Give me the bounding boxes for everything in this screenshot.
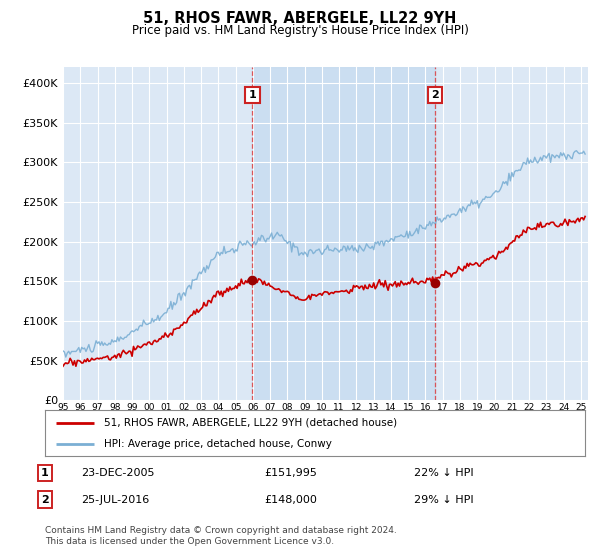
Text: 2: 2: [41, 494, 49, 505]
Text: 23-DEC-2005: 23-DEC-2005: [81, 468, 155, 478]
Text: 29% ↓ HPI: 29% ↓ HPI: [414, 494, 473, 505]
Bar: [253, 67, 435, 400]
Text: 25-JUL-2016: 25-JUL-2016: [81, 494, 149, 505]
Text: Price paid vs. HM Land Registry's House Price Index (HPI): Price paid vs. HM Land Registry's House …: [131, 24, 469, 37]
Text: £151,995: £151,995: [264, 468, 317, 478]
Text: 1: 1: [41, 468, 49, 478]
Text: HPI: Average price, detached house, Conwy: HPI: Average price, detached house, Conw…: [104, 439, 332, 449]
Text: Contains HM Land Registry data © Crown copyright and database right 2024.
This d: Contains HM Land Registry data © Crown c…: [45, 526, 397, 546]
Text: £148,000: £148,000: [264, 494, 317, 505]
Text: 2: 2: [431, 90, 439, 100]
Text: 22% ↓ HPI: 22% ↓ HPI: [414, 468, 473, 478]
Text: 51, RHOS FAWR, ABERGELE, LL22 9YH: 51, RHOS FAWR, ABERGELE, LL22 9YH: [143, 11, 457, 26]
Text: 51, RHOS FAWR, ABERGELE, LL22 9YH (detached house): 51, RHOS FAWR, ABERGELE, LL22 9YH (detac…: [104, 418, 398, 428]
Text: 1: 1: [248, 90, 256, 100]
